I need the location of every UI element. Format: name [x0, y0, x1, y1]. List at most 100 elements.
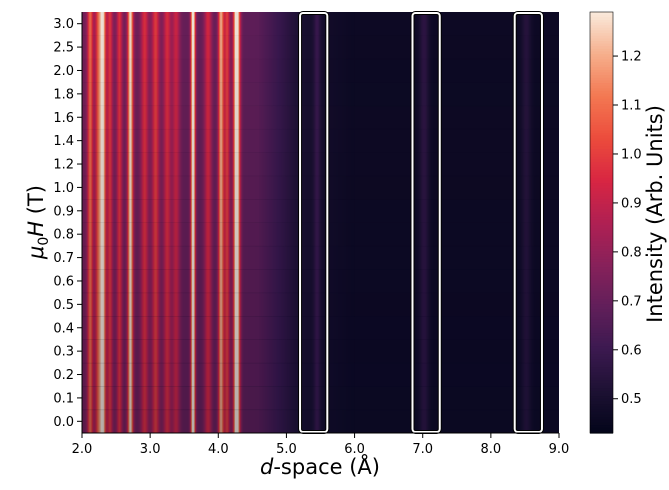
colorbar-segment [590, 356, 613, 360]
heatmap-column [291, 12, 293, 433]
heatmap-column [489, 12, 491, 433]
heatmap-column [486, 12, 488, 433]
heatmap-column [90, 12, 92, 433]
heatmap-row [82, 128, 559, 153]
heatmap-column [445, 12, 447, 433]
heatmap-column [128, 12, 130, 433]
heatmap-column [231, 12, 233, 433]
colorbar-segment [590, 159, 613, 163]
colorbar-segment [590, 48, 613, 53]
heatmap-column [217, 12, 219, 433]
heatmap-column [273, 12, 275, 433]
heatmap-column [249, 12, 251, 433]
heatmap-column [450, 12, 452, 433]
heatmap-column [548, 12, 550, 433]
colorbar-segment [590, 301, 613, 305]
colorbar-segment [590, 235, 613, 239]
colorbar-segment [590, 27, 613, 32]
heatmap-column [519, 12, 521, 433]
heatmap-column [130, 12, 132, 433]
heatmap-column [185, 12, 187, 433]
heatmap-column [388, 12, 390, 433]
heatmap-column [182, 12, 184, 433]
heatmap-column [446, 12, 448, 433]
heatmap-column [158, 12, 160, 433]
heatmap-row [82, 386, 559, 411]
heatmap-column [91, 12, 93, 433]
heatmap-column [118, 12, 120, 433]
heatmap-column [348, 12, 350, 433]
colorbar-segment [590, 398, 613, 403]
heatmap-column [434, 12, 436, 433]
heatmap-column [162, 12, 164, 433]
heatmap-column [545, 12, 547, 433]
heatmap-column [475, 12, 477, 433]
heatmap-column [126, 12, 128, 433]
heatmap-column [400, 12, 402, 433]
colorbar-segment [590, 164, 613, 168]
heatmap-column [271, 12, 273, 433]
heatmap-column [272, 12, 274, 433]
colorbar: 0.5 0.6 0.7 0.8 0.9 1.0 1.1 1.2 [589, 11, 642, 434]
heatmap-column [499, 12, 501, 433]
heatmap-column [138, 12, 140, 433]
heatmap-column [381, 12, 383, 433]
heatmap-column [391, 12, 393, 433]
heatmap-column [419, 12, 421, 433]
heatmap-column [448, 12, 450, 433]
heatmap-column [414, 12, 416, 433]
heatmap-row [82, 199, 559, 223]
heatmap-column [100, 12, 102, 433]
heatmap-column [109, 12, 111, 433]
heatmap-column [235, 12, 237, 433]
heatmap-column [94, 12, 96, 433]
heatmap-column [423, 12, 425, 433]
heatmap-row [82, 269, 559, 294]
heatmap-column [442, 12, 444, 433]
heatmap-column [334, 12, 336, 433]
heatmap-column [531, 12, 533, 433]
heatmap-column [155, 12, 157, 433]
heatmap-column [364, 12, 366, 433]
heatmap-column [429, 12, 431, 433]
x-tick-label: 6.0 [344, 442, 365, 457]
heatmap-column [526, 12, 528, 433]
heatmap-column [253, 12, 255, 433]
heatmap-column [302, 12, 304, 433]
heatmap-column [359, 12, 361, 433]
heatmap-column [460, 12, 462, 433]
heatmap-column [156, 12, 158, 433]
heatmap-column [143, 12, 145, 433]
heatmap-row [82, 105, 559, 130]
heatmap-column [223, 12, 225, 433]
heatmap-column [214, 12, 216, 433]
heatmap-column [376, 12, 378, 433]
colorbar-segment [590, 111, 613, 116]
colorbar-segment [590, 417, 613, 421]
heatmap-column [251, 12, 253, 433]
heatmap-column [191, 12, 193, 433]
colorbar-segment [590, 169, 613, 174]
heatmap-column [208, 12, 210, 433]
heatmap-column [303, 12, 305, 433]
colorbar-segment [590, 256, 613, 260]
heatmap-column [444, 12, 446, 433]
heatmap-column [151, 12, 153, 433]
heatmap-column [257, 12, 259, 433]
heatmap-row [82, 362, 559, 387]
heatmap-column [490, 12, 492, 433]
colorbar-segment [590, 109, 613, 113]
colorbar-segment [590, 211, 613, 216]
heatmap-column [252, 12, 254, 433]
colorbar-segment [590, 264, 613, 268]
heatmap-row [82, 58, 559, 83]
heatmap-column [131, 12, 133, 433]
heatmap-column [367, 12, 369, 433]
heatmap-column [192, 12, 194, 433]
y-tick-label: 0.3 [53, 345, 74, 360]
colorbar-segment [590, 104, 613, 108]
colorbar-segment [590, 180, 613, 184]
heatmap-column [188, 12, 190, 433]
heatmap-column [194, 12, 196, 433]
heatmap-column [401, 12, 403, 433]
